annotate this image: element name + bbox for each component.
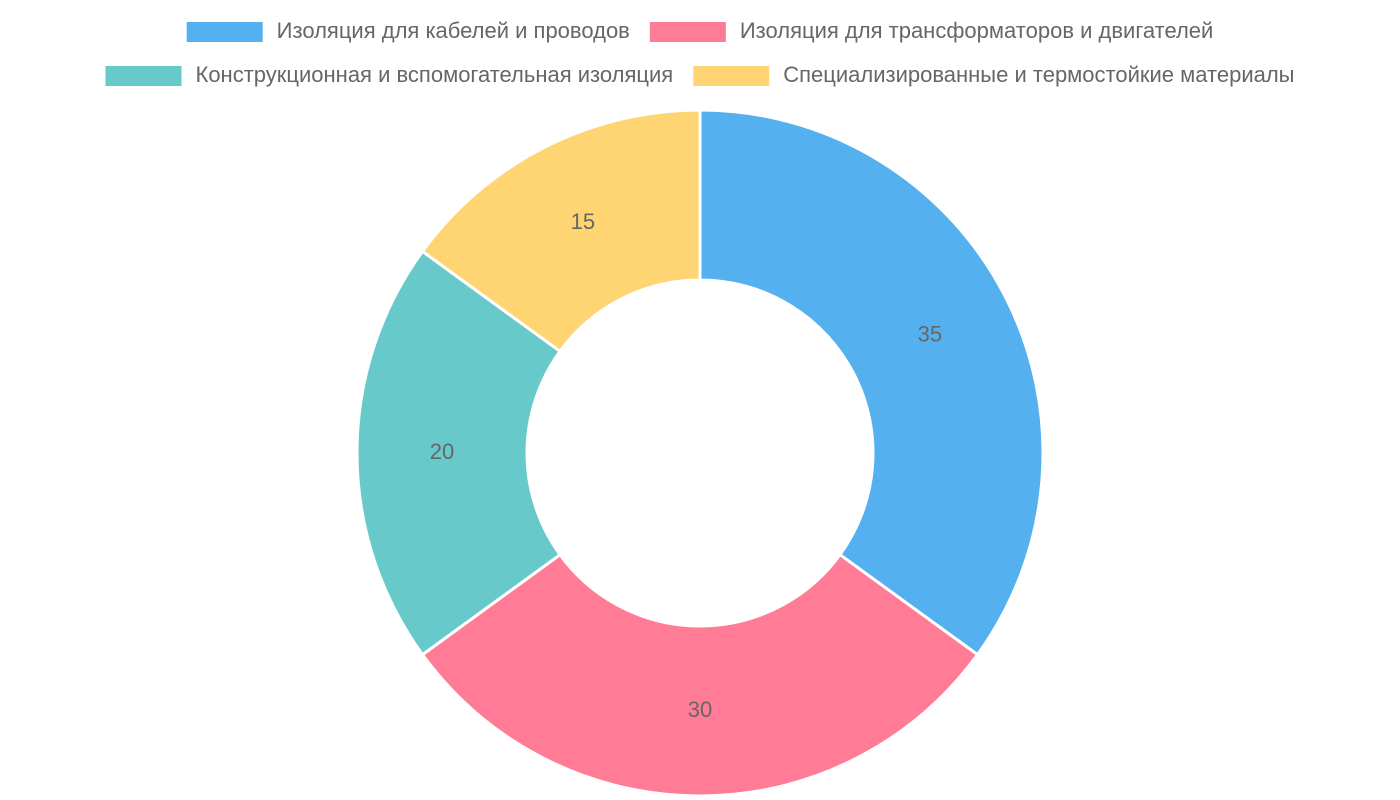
legend-label: Изоляция для кабелей и проводов — [277, 18, 630, 43]
slice — [698, 108, 1045, 657]
legend-item: Изоляция для трансформаторов и двигателе… — [649, 18, 1213, 43]
data-label: 15 — [571, 209, 595, 234]
slice — [420, 552, 980, 798]
legend-swatch — [693, 66, 770, 86]
data-label: 35 — [918, 322, 942, 347]
legend-swatch — [649, 22, 726, 42]
legend-item: Изоляция для кабелей и проводов — [186, 18, 630, 43]
slice — [355, 249, 563, 657]
legend-label: Изоляция для трансформаторов и двигателе… — [740, 18, 1213, 43]
data-label: 30 — [688, 697, 712, 722]
legend-label: Конструкционная и вспомогательная изоляц… — [196, 62, 674, 87]
legend-swatch — [186, 22, 263, 42]
slice — [420, 108, 702, 354]
legend-item: Конструкционная и вспомогательная изоляц… — [105, 62, 674, 87]
legend-item: Специализированные и термостойкие матери… — [693, 62, 1295, 87]
legend-swatch — [105, 66, 182, 86]
data-label: 20 — [430, 439, 454, 464]
legend-label: Специализированные и термостойкие матери… — [783, 62, 1294, 87]
